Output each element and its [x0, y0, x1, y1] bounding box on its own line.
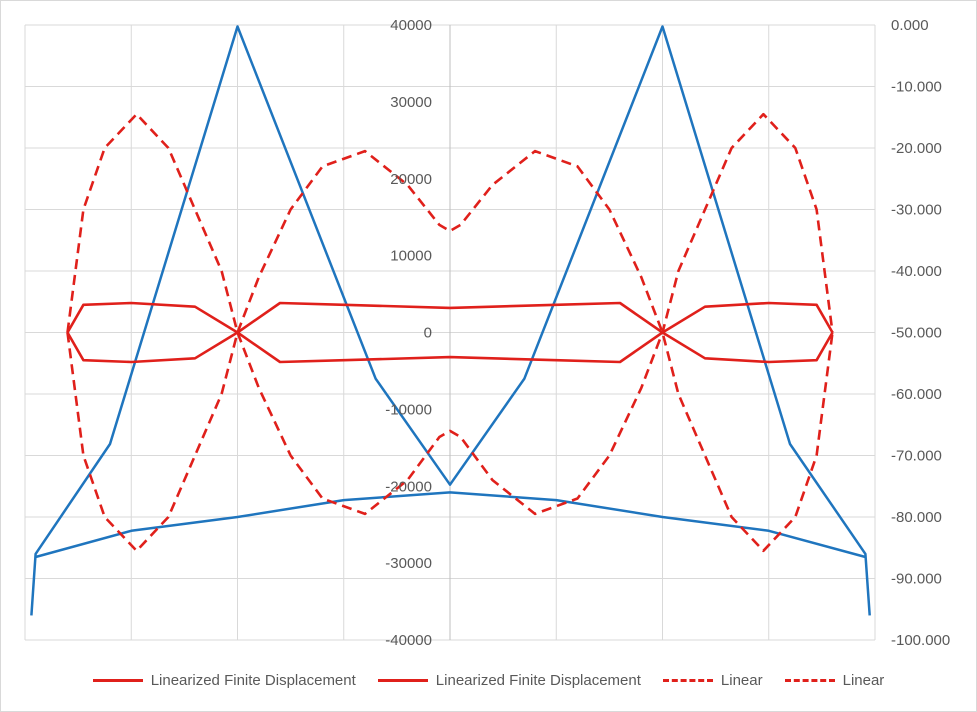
secondary-tick-label: -30.000	[891, 202, 942, 219]
primary-tick-label: 40000	[390, 17, 432, 34]
secondary-tick-label: -70.000	[891, 448, 942, 465]
legend-label: Linear	[842, 671, 885, 689]
secondary-tick-label: 0.000	[891, 17, 929, 34]
chart-legend: Linearized Finite Displacement Linearize…	[0, 668, 977, 692]
primary-tick-label: -40000	[385, 632, 432, 649]
legend-label: Linearized Finite Displacement	[150, 671, 356, 689]
secondary-tick-label: -100.000	[891, 632, 950, 649]
secondary-tick-label: -80.000	[891, 509, 942, 526]
series-line-4	[66, 331, 834, 364]
legend-label: Linear	[720, 671, 763, 689]
legend-label: Linearized Finite Displacement	[435, 671, 641, 689]
legend-swatch-solid	[377, 678, 428, 682]
primary-tick-label: 20000	[390, 171, 432, 188]
legend-swatch-dashed	[784, 678, 835, 682]
legend-item-lfd-1: Linearized Finite Displacement	[92, 671, 356, 689]
legend-item-linear-1: Linear	[662, 671, 763, 689]
primary-tick-label: 0	[424, 325, 432, 342]
secondary-tick-label: -50.000	[891, 325, 942, 342]
series-line-6	[66, 149, 834, 553]
primary-tick-label: -10000	[385, 401, 432, 418]
chart-plot: 40000 30000 20000 10000 0 -10000 -20000 -30000 -…	[24, 17, 950, 649]
series-line-5	[66, 112, 834, 516]
secondary-tick-label: -60.000	[891, 386, 942, 403]
primary-tick-label: 10000	[390, 248, 432, 265]
series-line-2	[35, 491, 866, 559]
primary-tick-label: 30000	[390, 94, 432, 111]
primary-tick-label: -20000	[385, 478, 432, 495]
legend-swatch-solid	[92, 678, 143, 682]
secondary-tick-label: -20.000	[891, 140, 942, 157]
secondary-tick-label: -40.000	[891, 263, 942, 280]
legend-item-linear-2: Linear	[784, 671, 885, 689]
series-line-3	[66, 301, 834, 334]
legend-item-lfd-2: Linearized Finite Displacement	[377, 671, 641, 689]
secondary-tick-label: -90.000	[891, 571, 942, 588]
legend-swatch-dashed	[662, 678, 713, 682]
series-line-1	[30, 25, 871, 616]
secondary-tick-label: -10.000	[891, 79, 942, 96]
primary-tick-label: -30000	[385, 555, 432, 572]
